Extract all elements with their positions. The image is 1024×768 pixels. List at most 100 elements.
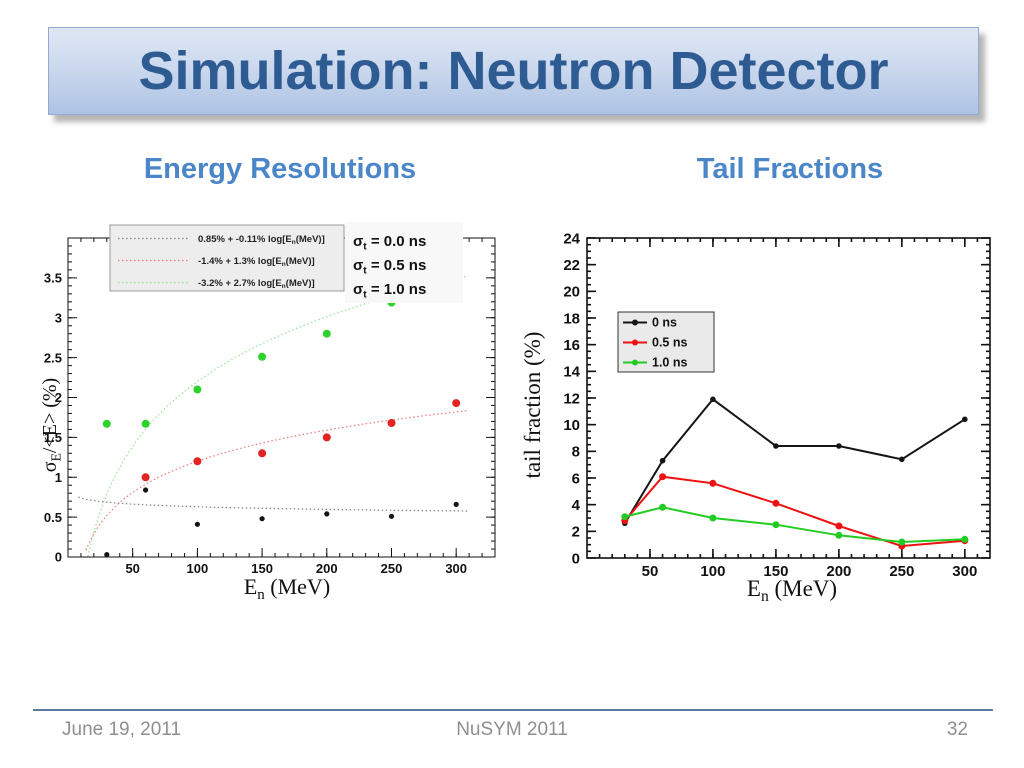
y-tick-label: 24 [563, 230, 580, 247]
data-point [387, 419, 396, 427]
data-point [322, 433, 331, 442]
y-tick-label: 18 [563, 310, 580, 327]
series-line [623, 397, 966, 524]
heading-energy-resolutions: Energy Resolutions [143, 153, 417, 185]
data-point [836, 443, 842, 449]
y-tick-label: 2 [55, 390, 62, 405]
x-tick-label: 150 [763, 563, 788, 580]
footer-page-number: 32 [946, 719, 968, 740]
y-tick-label: 4 [572, 497, 581, 514]
data-point [324, 511, 330, 517]
series-0-5-ns [621, 473, 969, 550]
x-tick-label: 100 [700, 563, 725, 580]
footer-conference: NuSYM 2011 [456, 719, 568, 740]
data-point [898, 538, 906, 546]
data-point [258, 352, 267, 361]
sigma-box [345, 222, 463, 303]
x-tick-label: 100 [187, 561, 209, 576]
data-point [259, 516, 265, 522]
series-0-ns [622, 396, 968, 527]
data-point [709, 479, 717, 487]
x-tick-label: 200 [826, 563, 851, 580]
x-tick-label: 50 [125, 561, 139, 576]
tick-labels: 50 100 150 200 250 300 0 0.5 1 1.5 2 2.5 3 3.5 [44, 271, 467, 576]
data-point [899, 456, 905, 463]
legend: 0 ns 0.5 ns 1.0 ns [617, 311, 715, 373]
x-tick-label: 300 [952, 563, 977, 580]
data-point [102, 419, 111, 428]
slide-title-bar: Simulation: Neutron Detector [48, 27, 979, 115]
x-tick-label: 250 [889, 563, 914, 580]
y-tick-label: 0.5 [44, 510, 62, 525]
legend-marker [632, 319, 638, 326]
data-point [659, 457, 666, 464]
data-point [143, 487, 149, 493]
data-point [659, 473, 667, 481]
x-axis-title: En (MeV) [244, 574, 330, 603]
data-point [621, 513, 629, 521]
data-point [193, 385, 202, 394]
fit-curve [87, 275, 469, 557]
x-tick-label: 150 [251, 561, 273, 576]
data-point [835, 531, 843, 539]
data-point [452, 399, 461, 408]
heading-tail-fractions: Tail Fractions [696, 153, 884, 185]
data-point [962, 416, 968, 423]
y-tick-label: 2.5 [44, 350, 62, 365]
sigma-label: σt = 0.0 ns [353, 233, 426, 252]
data-point [835, 522, 843, 530]
data-point [194, 521, 200, 527]
data-point [453, 501, 459, 507]
y-tick-label: 12 [563, 390, 580, 407]
series-1-0-ns [621, 503, 969, 546]
svg-text:σE/<E> (%): σE/<E> (%) [40, 378, 63, 472]
data-point [193, 457, 202, 466]
x-tick-label: 250 [381, 561, 403, 576]
data-point [388, 513, 395, 519]
legend-marker [632, 359, 638, 366]
fit-legend-label: 0.85% + -0.11% log[En(MeV)] [198, 234, 325, 246]
y-tick-label: 1.5 [44, 430, 62, 445]
y-tick-label: 20 [563, 284, 580, 301]
series-0-0-ns [78, 487, 470, 558]
y-tick-label: 2 [572, 524, 580, 541]
sigma-label: σt = 1.0 ns [353, 281, 426, 300]
fit-legend-box [109, 224, 345, 292]
data-point [709, 514, 717, 522]
axis-ticks [587, 237, 990, 559]
data-point [322, 329, 331, 338]
y-tick-label: 0 [572, 550, 580, 567]
y-axis-title: tail fraction (%) [520, 332, 545, 479]
sigma-label: σt = 0.5 ns [353, 257, 426, 276]
y-tick-label: 16 [563, 337, 580, 354]
fit-legend-label: -3.2% + 2.7% log[En(MeV)] [198, 278, 315, 290]
tail-fractions-chart: 50 100 150 200 250 300024681012141618202224En… [520, 230, 991, 605]
data-point [773, 443, 779, 449]
y-tick-label: 14 [563, 364, 580, 381]
legend-marker [632, 339, 638, 346]
y-tick-label: 3 [55, 310, 62, 325]
y-tick-label: 8 [572, 444, 580, 461]
fit-curve [78, 496, 470, 512]
data-point [772, 521, 780, 529]
series-0-5-ns [85, 399, 470, 551]
data-point [961, 535, 969, 543]
slide-title: Simulation: Neutron Detector [138, 41, 889, 101]
fit-legend: 0.85% + -0.11% log[En(MeV)] -1.4% + 1.3% … [109, 224, 345, 292]
legend-label: 0 ns [652, 316, 677, 330]
y-axis-title: σE/<E> (%) [40, 378, 63, 472]
y-tick-label: 3.5 [44, 271, 62, 286]
x-tick-label: 50 [642, 563, 659, 580]
data-point [772, 499, 780, 507]
y-tick-label: 1 [55, 470, 62, 485]
sigma-labels: σt = 0.0 ns σt = 0.5 ns σt = 1.0 ns [345, 222, 463, 303]
footer-date: June 19, 2011 [62, 719, 182, 740]
data-point [141, 473, 150, 482]
data-point [258, 449, 267, 458]
y-tick-label: 10 [563, 417, 580, 434]
series-line [624, 506, 965, 544]
data-point [710, 396, 716, 403]
data-point [141, 419, 150, 428]
series-line [624, 475, 965, 548]
